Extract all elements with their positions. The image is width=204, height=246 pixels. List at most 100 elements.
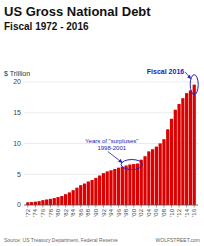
- bar: [109, 170, 112, 205]
- bar: [181, 98, 184, 205]
- bar: [30, 202, 33, 205]
- bar: [98, 175, 101, 205]
- bar: [53, 198, 56, 205]
- bar: [151, 149, 154, 205]
- x-tick: [156, 205, 157, 208]
- bar: [72, 190, 75, 205]
- x-tick-label: '76: [40, 208, 46, 216]
- x-tick: [179, 205, 180, 208]
- x-tick: [103, 205, 104, 208]
- x-tick: [88, 205, 89, 208]
- y-tick-label: 0: [17, 201, 21, 208]
- x-tick: [42, 205, 43, 208]
- watermark: WOLFSTREET.com: [156, 237, 200, 243]
- x-tick-label: '06: [153, 208, 159, 216]
- bar: [136, 164, 139, 205]
- x-tick-label: '16: [191, 208, 197, 216]
- bar: [166, 129, 169, 205]
- bar: [106, 171, 109, 205]
- annotation: Fiscal 2016: [147, 68, 184, 75]
- bar: [38, 201, 41, 205]
- grid-line: [24, 82, 198, 83]
- y-tick-label: 15: [13, 109, 21, 116]
- x-tick: [73, 205, 74, 208]
- x-tick: [95, 205, 96, 208]
- x-tick-label: '98: [123, 208, 129, 216]
- x-tick: [141, 205, 142, 208]
- x-tick-label: '84: [70, 208, 76, 216]
- x-tick: [118, 205, 119, 208]
- bar: [64, 194, 67, 205]
- x-tick-label: '10: [169, 208, 175, 216]
- x-tick: [133, 205, 134, 208]
- bar: [185, 93, 188, 205]
- chart: US Gross National Debt Fiscal 1972 - 2016…: [0, 0, 204, 246]
- bar: [45, 199, 48, 205]
- x-tick-label: '82: [63, 208, 69, 216]
- x-tick-label: '74: [32, 208, 38, 216]
- x-tick: [163, 205, 164, 208]
- x-tick: [80, 205, 81, 208]
- x-tick-label: '12: [176, 208, 182, 216]
- x-tick: [148, 205, 149, 208]
- bar: [162, 139, 165, 205]
- x-tick: [111, 205, 112, 208]
- y-tick-label: 10: [13, 140, 21, 147]
- annotation-ellipse: [121, 160, 142, 170]
- annotation-ellipse: [190, 75, 198, 95]
- x-tick-label: '92: [101, 208, 107, 216]
- subtitle: Fiscal 1972 - 2016: [4, 21, 89, 32]
- bar: [83, 184, 86, 205]
- x-tick-label: '90: [93, 208, 99, 216]
- bar: [56, 197, 59, 205]
- x-tick: [171, 205, 172, 208]
- bar: [113, 169, 116, 205]
- bar: [132, 164, 135, 205]
- x-tick-label: '96: [116, 208, 122, 216]
- x-tick: [35, 205, 36, 208]
- x-tick-label: '72: [25, 208, 31, 216]
- bar: [34, 202, 37, 205]
- x-tick: [65, 205, 66, 208]
- x-tick: [186, 205, 187, 208]
- y-axis-label: $ Trillion: [4, 70, 30, 77]
- bar: [26, 202, 29, 205]
- bar: [41, 200, 44, 205]
- x-tick-label: '00: [131, 208, 137, 216]
- y-tick-label: 20: [13, 78, 21, 85]
- bar: [177, 104, 180, 205]
- bar: [87, 182, 90, 205]
- x-tick: [126, 205, 127, 208]
- bar: [121, 167, 124, 205]
- bar: [193, 85, 196, 205]
- bar: [174, 110, 177, 205]
- x-tick-label: '94: [108, 208, 114, 216]
- x-tick-label: '86: [78, 208, 84, 216]
- x-tick-label: '08: [161, 208, 167, 216]
- bar: [189, 90, 192, 205]
- x-tick-label: '88: [85, 208, 91, 216]
- bar: [159, 143, 162, 205]
- x-tick-label: '02: [138, 208, 144, 216]
- title: US Gross National Debt: [4, 4, 151, 19]
- x-tick-label: '78: [48, 208, 54, 216]
- bar: [170, 119, 173, 205]
- annotation: Years of "surpluses"1998-2001: [85, 138, 138, 151]
- bar: [94, 178, 97, 205]
- bar: [75, 188, 78, 205]
- bar: [79, 185, 82, 205]
- x-tick: [58, 205, 59, 208]
- bar: [125, 166, 128, 205]
- grid-line: [24, 112, 198, 113]
- bar: [102, 173, 105, 205]
- bar: [60, 196, 63, 205]
- source: Source: US Treasury Department, Federal …: [4, 237, 118, 243]
- x-tick-label: '04: [146, 208, 152, 216]
- annotation-arrow: [108, 152, 122, 163]
- annotation-arrow: [185, 72, 191, 79]
- bars: [26, 85, 196, 205]
- x-tick-label: '80: [55, 208, 61, 216]
- bar: [117, 168, 120, 205]
- x-tick-label: '14: [184, 208, 190, 216]
- x-tick: [27, 205, 28, 208]
